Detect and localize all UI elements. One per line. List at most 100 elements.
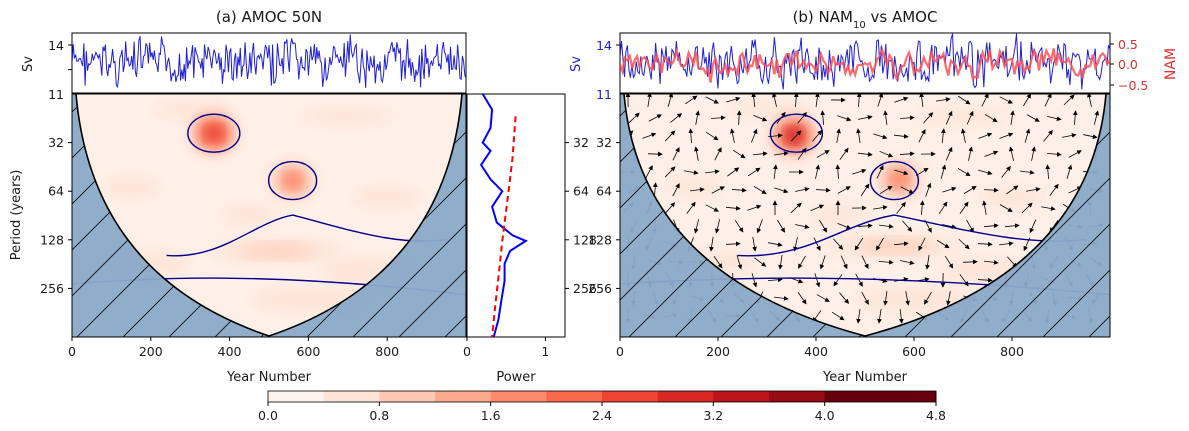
phase-arrow [672, 183, 680, 197]
phase-arrow [923, 112, 934, 124]
phase-arrow [793, 237, 798, 252]
power-hotspot-core [855, 240, 933, 252]
panel-a-frame [71, 93, 467, 338]
power-hotspot-peak [787, 130, 800, 142]
phase-arrow [879, 150, 894, 158]
panel-a-wavelet [71, 93, 467, 338]
colorbar: 0.0 0.8 1.6 2.4 3.2 4.0 4.8 [258, 390, 946, 423]
phase-arrow [648, 114, 662, 122]
phase-arrow [940, 128, 946, 143]
power-hotspot-peak [286, 175, 299, 186]
phase-arrow [1029, 219, 1037, 234]
panel-b-ytick: 256 [588, 281, 612, 296]
phase-arrow [919, 200, 925, 216]
phase-arrow [672, 147, 680, 161]
power-panel: Power [466, 93, 566, 385]
phase-arrow [1008, 146, 1014, 161]
phase-arrow [957, 95, 971, 105]
phase-arrow [963, 185, 977, 194]
phase-arrow [1001, 165, 1011, 178]
phase-arrow [1010, 110, 1015, 125]
phase-arrow [905, 291, 910, 306]
phase-arrow [684, 95, 698, 105]
phase-arrow [857, 223, 873, 229]
power-ytick: 256 [573, 281, 597, 296]
phase-arrow [752, 151, 768, 157]
phase-arrow [983, 187, 999, 193]
phase-arrow [984, 113, 998, 123]
phase-arrow [958, 238, 970, 250]
phase-arrow [999, 241, 1014, 246]
colorbar-swatch [546, 391, 603, 402]
phase-arrow [915, 167, 929, 177]
phase-arrow [705, 169, 720, 174]
phase-arrow [756, 219, 763, 234]
phase-arrow [999, 96, 1013, 104]
phase-arrow [709, 237, 714, 252]
colorbar-swatch [323, 391, 380, 402]
phase-arrow [772, 164, 778, 179]
phase-arrow [815, 164, 820, 179]
phase-arrow [918, 129, 926, 143]
phase-arrow [833, 274, 843, 287]
phase-arrow [894, 96, 909, 103]
colorbar-tick: 1.6 [481, 408, 501, 423]
phase-arrow [918, 237, 926, 251]
phase-arrow [1006, 185, 1019, 195]
colorbar-swatch [657, 391, 714, 402]
phase-arrow [936, 97, 951, 102]
phase-arrow [774, 187, 789, 194]
panel-a-ylabel: Period (years) [9, 170, 24, 261]
phase-arrow [896, 201, 906, 214]
panel-b-wavelet [619, 93, 1111, 338]
phase-arrow [836, 128, 841, 143]
significance-contour [737, 214, 1086, 257]
phase-arrow [797, 147, 807, 160]
phase-arrow [1045, 164, 1051, 180]
phase-arrow [942, 186, 957, 193]
phase-arrow [900, 186, 914, 194]
phase-arrow [900, 260, 915, 265]
phase-arrow [670, 113, 683, 123]
phase-arrow [642, 132, 657, 139]
panel-b-ts-tick-14: 14 [596, 38, 612, 53]
phase-arrow [944, 255, 954, 269]
phase-arrow [879, 223, 894, 229]
phase-arrow [774, 151, 789, 156]
phase-arrow [820, 110, 826, 126]
phase-arrow [1093, 110, 1100, 125]
phase-arrow [714, 219, 721, 234]
significance-contour [166, 214, 447, 257]
phase-arrow [1026, 114, 1040, 122]
phase-arrow [893, 133, 909, 139]
colorbar-swatch [268, 391, 325, 402]
phase-arrow [945, 146, 953, 161]
phase-arrow [736, 255, 743, 270]
phase-arrow [736, 110, 742, 126]
panel-a-xtick: 800 [375, 344, 399, 359]
phase-arrow [968, 146, 973, 161]
panel-b-sv-label: Sv [569, 56, 584, 72]
panel-b-frame [619, 93, 1111, 338]
phase-arrow [774, 296, 789, 301]
phase-arrow [837, 223, 852, 230]
phase-arrow [978, 132, 993, 139]
phase-arrow [797, 292, 807, 305]
significance-contour [187, 113, 241, 153]
phase-arrow [899, 151, 915, 157]
phase-arrow [940, 164, 947, 179]
panel-b-nam-tick-05: 0.5 [1118, 37, 1138, 52]
phase-arrow [795, 187, 810, 192]
panel-b-xtick: 600 [902, 344, 926, 359]
phase-arrow [753, 115, 768, 122]
panel-a-title: (a) AMOC 50N [216, 8, 322, 26]
phase-arrow [747, 204, 762, 211]
panel-a-ytick: 32 [48, 135, 64, 150]
panel-a-xlabel: Year Number [226, 370, 312, 385]
colorbar-tick: 3.2 [703, 408, 723, 423]
phase-arrow [839, 147, 849, 160]
phase-arrow [982, 200, 987, 215]
phase-arrow [983, 223, 999, 229]
phase-arrow [831, 311, 845, 321]
colorbar-swatch [435, 391, 492, 402]
